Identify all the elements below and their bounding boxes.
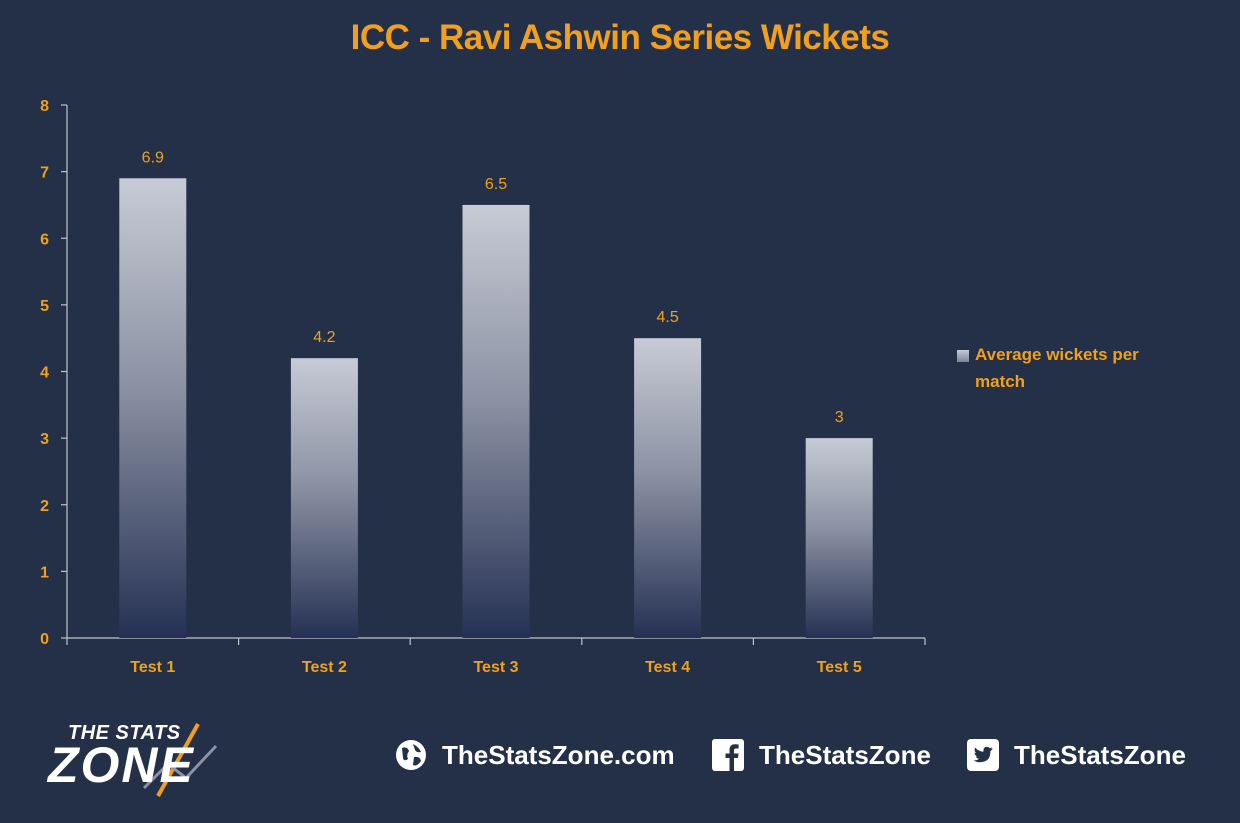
- twitter-link[interactable]: TheStatsZone: [966, 738, 1186, 772]
- x-tick-label: Test 2: [302, 659, 347, 676]
- legend-swatch: [957, 350, 969, 362]
- y-tick-label: 8: [40, 98, 49, 115]
- data-label: 4.2: [313, 329, 335, 346]
- data-label: 6.5: [485, 176, 507, 193]
- x-tick-label: Test 1: [130, 659, 175, 676]
- legend: Average wickets per match: [957, 345, 1177, 395]
- logo-swoosh-icon: [142, 723, 218, 797]
- website-link[interactable]: TheStatsZone.com: [394, 738, 675, 772]
- facebook-icon: [712, 739, 744, 771]
- x-tick-label: Test 4: [645, 659, 690, 676]
- y-tick-label: 6: [40, 231, 49, 248]
- globe-icon: [396, 740, 426, 770]
- y-tick-label: 2: [40, 498, 49, 515]
- logo-text-bottom: ZONE: [48, 737, 195, 793]
- y-tick-label: 3: [40, 431, 49, 448]
- y-tick-label: 5: [40, 298, 49, 315]
- facebook-text: TheStatsZone: [759, 739, 931, 770]
- facebook-link[interactable]: TheStatsZone: [711, 738, 931, 772]
- y-tick-label: 4: [40, 365, 49, 382]
- y-tick-label: 0: [40, 631, 49, 648]
- y-tick-label: 7: [40, 165, 49, 182]
- website-text: TheStatsZone.com: [442, 739, 675, 770]
- bar: [119, 178, 187, 638]
- data-label: 6.9: [142, 149, 164, 166]
- bar: [462, 204, 530, 638]
- y-tick-label: 1: [40, 564, 49, 581]
- twitter-text: TheStatsZone: [1014, 739, 1186, 770]
- stats-zone-logo: THE STATS ZONE: [48, 718, 263, 800]
- bar: [634, 338, 702, 638]
- x-tick-label: Test 3: [473, 659, 518, 676]
- x-tick-label: Test 5: [817, 659, 862, 676]
- chart-title: ICC - Ravi Ashwin Series Wickets: [350, 18, 890, 57]
- bar: [805, 438, 873, 638]
- data-label: 3: [835, 409, 844, 426]
- bar: [290, 358, 358, 638]
- logo-text-top: THE STATS: [68, 722, 181, 744]
- data-label: 4.5: [656, 309, 678, 326]
- legend-label: Average wickets per match: [975, 345, 1139, 391]
- twitter-icon: [967, 739, 999, 771]
